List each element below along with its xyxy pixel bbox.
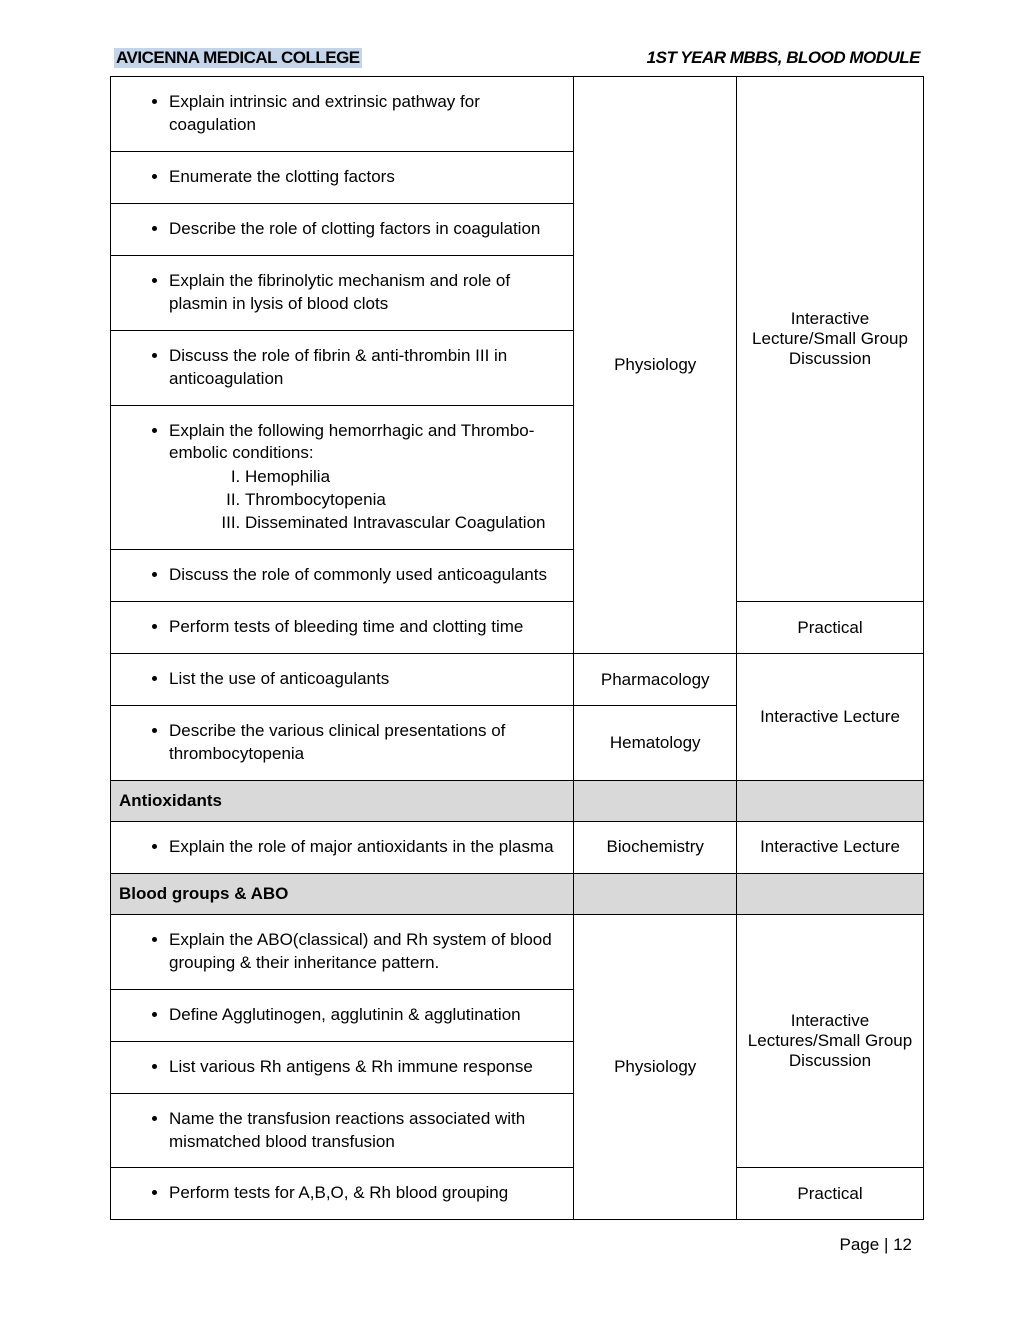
method-cell: Practical [737, 602, 924, 654]
objective-item: Perform tests for A,B,O, & Rh blood grou… [169, 1182, 563, 1205]
curriculum-table: Explain intrinsic and extrinsic pathway … [110, 76, 924, 1220]
sub-item: Thrombocytopenia [245, 489, 563, 512]
subject-cell: Biochemistry [574, 821, 737, 873]
objective-text: Explain the following hemorrhagic and Th… [169, 421, 534, 463]
objective-item: Discuss the role of fibrin & anti-thromb… [169, 345, 563, 391]
objective-item: List the use of anticoagulants [169, 668, 563, 691]
empty-cell [737, 780, 924, 821]
method-cell: Interactive Lecture [737, 821, 924, 873]
sub-item: Disseminated Intravascular Coagulation [245, 512, 563, 535]
objective-item: Name the transfusion reactions associate… [169, 1108, 563, 1154]
objective-item: Define Agglutinogen, agglutinin & agglut… [169, 1004, 563, 1027]
page-header: AVICENNA MEDICAL COLLEGE 1ST YEAR MBBS, … [110, 48, 924, 68]
sub-list: Hemophilia Thrombocytopenia Disseminated… [169, 466, 563, 535]
table-row: Perform tests for A,B,O, & Rh blood grou… [111, 1168, 924, 1220]
objective-item: Describe the role of clotting factors in… [169, 218, 563, 241]
section-header: Antioxidants [111, 780, 924, 821]
page-number: Page | 12 [840, 1235, 912, 1255]
subject-cell: Physiology [574, 914, 737, 1220]
objective-item: Explain intrinsic and extrinsic pathway … [169, 91, 563, 137]
empty-cell [574, 780, 737, 821]
objective-item: Explain the ABO(classical) and Rh system… [169, 929, 563, 975]
table-row: Explain intrinsic and extrinsic pathway … [111, 77, 924, 152]
method-cell: Interactive Lectures/Small Group Discuss… [737, 914, 924, 1168]
objective-item: Explain the following hemorrhagic and Th… [169, 420, 563, 536]
method-cell: Practical [737, 1168, 924, 1220]
section-header: Blood groups & ABO [111, 873, 924, 914]
objective-item: Enumerate the clotting factors [169, 166, 563, 189]
objective-item: Describe the various clinical presentati… [169, 720, 563, 766]
objective-item: Explain the fibrinolytic mechanism and r… [169, 270, 563, 316]
section-title: Blood groups & ABO [111, 873, 574, 914]
method-cell: Interactive Lecture [737, 654, 924, 781]
table-row: Perform tests of bleeding time and clott… [111, 602, 924, 654]
method-cell: Interactive Lecture/Small Group Discussi… [737, 77, 924, 602]
table-row: Explain the ABO(classical) and Rh system… [111, 914, 924, 989]
sub-item: Hemophilia [245, 466, 563, 489]
objective-item: Explain the role of major antioxidants i… [169, 836, 563, 859]
subject-cell: Physiology [574, 77, 737, 654]
section-title: Antioxidants [111, 780, 574, 821]
subject-cell: Hematology [574, 706, 737, 781]
objective-item: List various Rh antigens & Rh immune res… [169, 1056, 563, 1079]
objective-item: Discuss the role of commonly used antico… [169, 564, 563, 587]
table-row: List the use of anticoagulants Pharmacol… [111, 654, 924, 706]
objective-item: Perform tests of bleeding time and clott… [169, 616, 563, 639]
subject-cell: Pharmacology [574, 654, 737, 706]
module-name: 1ST YEAR MBBS, BLOOD MODULE [647, 48, 920, 68]
table-row: Explain the role of major antioxidants i… [111, 821, 924, 873]
college-name: AVICENNA MEDICAL COLLEGE [114, 48, 362, 68]
empty-cell [737, 873, 924, 914]
empty-cell [574, 873, 737, 914]
